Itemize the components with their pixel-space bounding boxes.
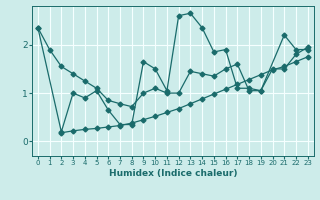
X-axis label: Humidex (Indice chaleur): Humidex (Indice chaleur) bbox=[108, 169, 237, 178]
